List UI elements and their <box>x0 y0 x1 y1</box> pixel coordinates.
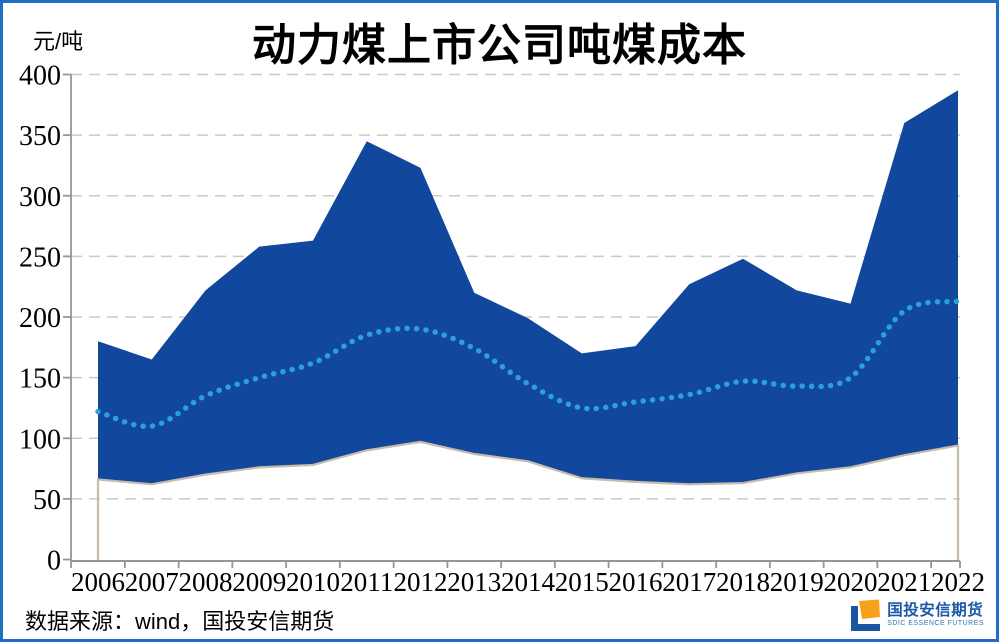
avg-dotted-line <box>95 298 961 430</box>
x-tick-label: 2006 <box>71 567 125 597</box>
x-tick-label: 2007 <box>125 567 179 597</box>
x-tick-label: 2009 <box>232 567 286 597</box>
x-tick-label: 2012 <box>394 567 448 597</box>
logo-company-name: 国投安信期货 <box>887 602 984 620</box>
x-tick-label: 2008 <box>179 567 233 597</box>
x-tick-label: 2017 <box>662 567 716 597</box>
data-source-note: 数据来源：wind，国投安信期货 <box>25 609 335 634</box>
y-tick-label: 400 <box>19 61 61 92</box>
x-tick-label: 2016 <box>609 567 663 597</box>
y-tick-label: 350 <box>19 121 61 152</box>
y-tick-label: 100 <box>19 424 61 455</box>
y-tick-label: 300 <box>19 182 61 213</box>
y-tick-label: 200 <box>19 303 61 334</box>
x-tick-label: 2014 <box>501 567 556 597</box>
logo-cube-icon <box>851 599 881 631</box>
logo-company-subtitle: SDIC ESSENCE FUTURES <box>887 619 984 627</box>
x-tick-label: 2011 <box>340 567 393 597</box>
x-tick-label: 2021 <box>877 567 931 597</box>
y-tick-label: 250 <box>19 242 61 273</box>
y-tick-label: 0 <box>47 546 61 577</box>
y-tick-label: 150 <box>19 364 61 395</box>
min-boundary-line <box>96 440 960 561</box>
x-tick-label: 2020 <box>824 567 878 597</box>
min-max-band-area <box>98 90 958 485</box>
x-tick-label: 2015 <box>555 567 609 597</box>
cost-chart-svg: 0 50 100 150 200 250 300 350 400 2006 2007 2008 2009… <box>19 61 985 598</box>
x-tick-label: 2019 <box>770 567 824 597</box>
chart-title: 动力煤上市公司吨煤成本 <box>252 21 747 70</box>
y-tick-label: 50 <box>33 485 61 516</box>
x-tick-label: 2022 <box>931 567 985 597</box>
x-tick-label: 2018 <box>716 567 770 597</box>
logo-text: 国投安信期货 SDIC ESSENCE FUTURES <box>887 603 984 627</box>
company-logo: 国投安信期货 SDIC ESSENCE FUTURES <box>849 599 984 632</box>
x-tick-label: 2013 <box>447 567 501 597</box>
y-axis-unit-label: 元/吨 <box>33 29 84 54</box>
x-tick-label: 2010 <box>286 567 340 597</box>
